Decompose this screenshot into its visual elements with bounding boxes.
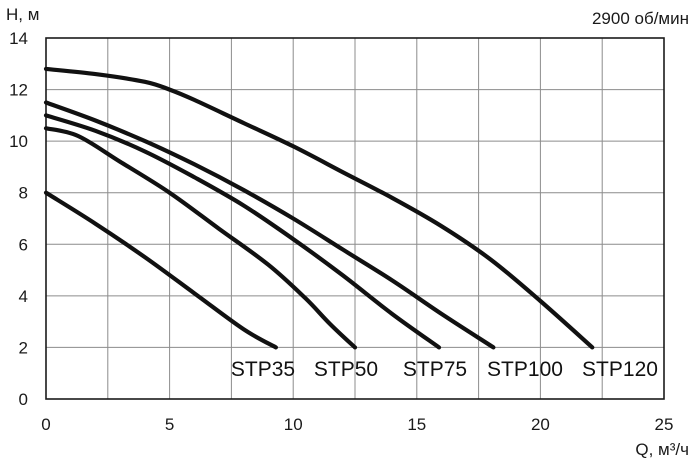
y-tick-label: 4 <box>19 287 28 306</box>
plot-frame <box>45 37 665 400</box>
series-line-stp35 <box>43 190 278 350</box>
speed-annotation: 2900 об/мин <box>592 9 689 28</box>
series-label-stp75: STP75 <box>403 358 467 381</box>
x-tick-label: 10 <box>284 415 303 434</box>
y-tick-label: 0 <box>19 390 28 409</box>
x-tick-label: 15 <box>407 415 426 434</box>
series-lines <box>43 66 595 350</box>
y-tick-label: 12 <box>9 81 28 100</box>
series-line-stp75 <box>43 113 442 350</box>
x-tick-label: 0 <box>41 415 50 434</box>
series-label-stp100: STP100 <box>487 358 563 381</box>
y-tick-label: 8 <box>19 184 28 203</box>
series-label-stp50: STP50 <box>314 358 378 381</box>
tick-labels: 0 5 10 15 20 25 0 2 4 6 8 10 12 14 <box>9 29 673 434</box>
y-axis-label: H, м <box>6 5 39 24</box>
x-tick-label: 5 <box>165 415 174 434</box>
series-labels: STP35 STP50 STP75 STP100 STP120 <box>231 358 658 381</box>
series-label-stp120: STP120 <box>582 358 658 381</box>
series-line-stp100 <box>43 100 496 350</box>
series-line-stp120 <box>43 66 595 350</box>
y-tick-label: 2 <box>19 338 28 357</box>
x-tick-label: 25 <box>655 415 674 434</box>
series-label-stp35: STP35 <box>231 358 295 381</box>
y-tick-label: 6 <box>19 235 28 254</box>
y-tick-label: 10 <box>9 132 28 151</box>
x-axis-label: Q, м³/ч <box>635 440 689 459</box>
series-line-stp50 <box>43 126 358 350</box>
x-tick-label: 20 <box>531 415 550 434</box>
y-tick-label: 14 <box>9 29 28 48</box>
